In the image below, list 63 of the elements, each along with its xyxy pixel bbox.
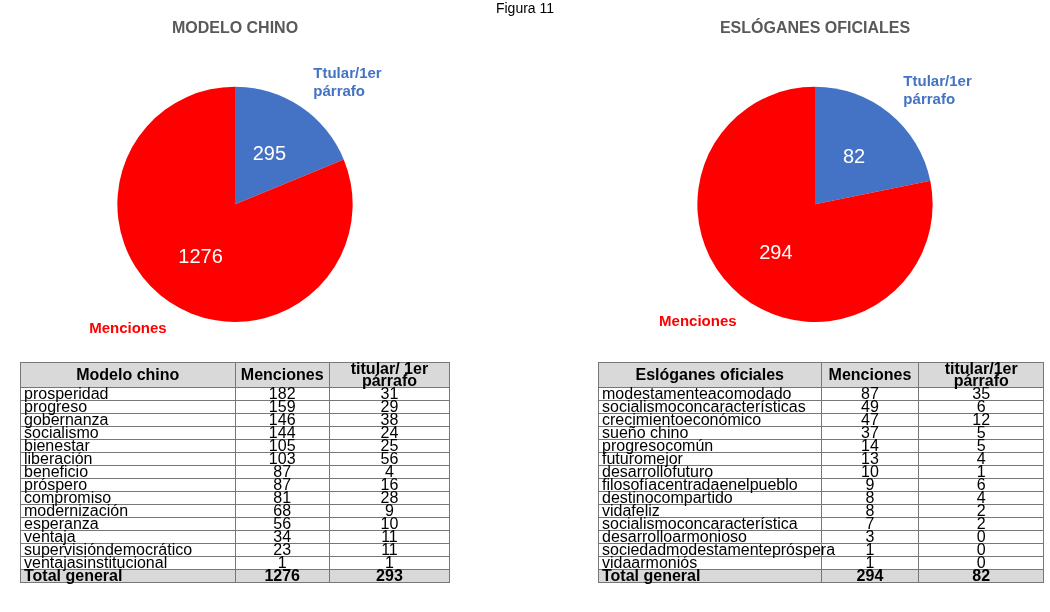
- category-label: crecimientoeconómico: [598, 411, 821, 428]
- data-label: 29: [329, 398, 450, 415]
- category-label: progresocomún: [598, 437, 821, 454]
- text: Modelo chino: [76, 366, 180, 383]
- data-label: 295: [252, 141, 287, 164]
- data-label: 146: [235, 411, 330, 428]
- category-label: beneficio: [20, 463, 235, 480]
- category-label: Total general: [598, 567, 821, 584]
- category-label: liberación: [20, 450, 235, 467]
- data-label: 10: [821, 463, 919, 480]
- category-label: prosperidad: [20, 385, 235, 402]
- data-label: 5: [918, 424, 1044, 441]
- data-label: 8: [821, 489, 919, 506]
- data-label: 294: [759, 241, 793, 264]
- data-label: 293: [329, 567, 450, 584]
- text: Figura 11: [494, 0, 556, 16]
- text: Menciones: [828, 366, 912, 383]
- data-label: 23: [235, 541, 330, 558]
- text: Eslóganes oficiales: [635, 366, 784, 383]
- chart-title: MODELO CHINO: [171, 18, 299, 36]
- category-label: bienestar: [20, 437, 235, 454]
- slice-label: Menciones: [659, 311, 737, 329]
- data-label: 56: [329, 450, 450, 467]
- data-label: 49: [821, 398, 919, 415]
- data-label: 10: [329, 515, 450, 532]
- data-label: 6: [918, 476, 1044, 493]
- data-label: 1276: [178, 244, 223, 267]
- text: Menciones: [240, 366, 324, 383]
- data-label: 8: [821, 502, 919, 519]
- data-label: 103: [235, 450, 330, 467]
- data-label: 13: [821, 450, 919, 467]
- data-label: 37: [821, 424, 919, 441]
- chart-title: ESLÓGANES OFICIALES: [719, 17, 911, 36]
- slice-label: Ttular/1er párrafo: [903, 71, 976, 107]
- slice-label: Menciones: [89, 319, 167, 337]
- data-label: 28: [329, 489, 450, 506]
- data-label: 87: [821, 385, 919, 402]
- data-label: 87: [235, 476, 330, 493]
- data-label: 25: [329, 437, 450, 454]
- category-label: socialismoconcaracterísticas: [598, 398, 821, 415]
- category-label: próspero: [20, 476, 235, 493]
- data-label: 34: [235, 528, 330, 545]
- data-label: 294: [821, 567, 919, 584]
- slice-label: Ttular/1er párrafo: [313, 64, 386, 100]
- data-label: 16: [329, 476, 450, 493]
- data-label: 82: [842, 145, 866, 168]
- data-label: 0: [918, 541, 1044, 558]
- category-label: modestamenteacomodado: [598, 385, 821, 402]
- data-label: 5: [918, 437, 1044, 454]
- data-label: 0: [918, 528, 1044, 545]
- data-label: 1276: [235, 567, 330, 584]
- category-label: socialismoconcaracterística: [598, 515, 821, 532]
- data-label: 82: [918, 567, 1044, 584]
- data-label: 182: [235, 385, 330, 402]
- data-label: 56: [235, 515, 330, 532]
- data-label: 87: [235, 463, 330, 480]
- data-label: 81: [235, 489, 330, 506]
- data-label: 68: [235, 502, 330, 519]
- data-label: 159: [235, 398, 330, 415]
- data-label: 105: [235, 437, 330, 454]
- data-label: 9: [821, 476, 919, 493]
- category-label: esperanza: [20, 515, 235, 532]
- data-label: 38: [329, 411, 450, 428]
